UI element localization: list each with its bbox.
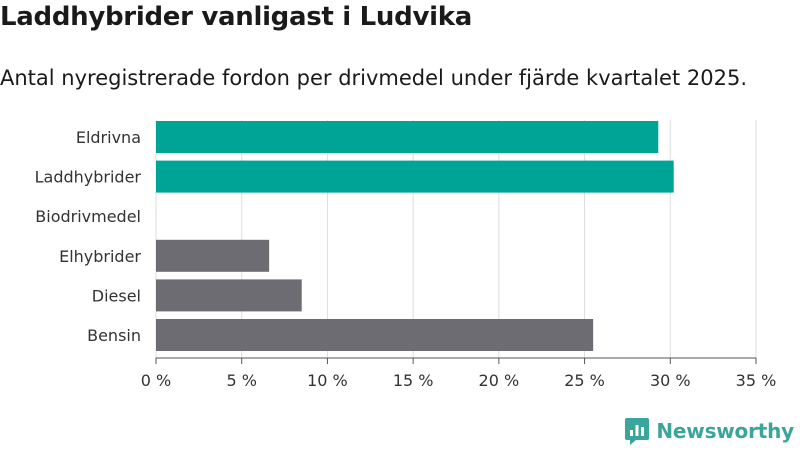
x-tick-label: 25 % (564, 371, 605, 390)
bar-eldrivna (156, 121, 659, 153)
grid-lines (155, 120, 757, 364)
x-tick-label: 20 % (479, 371, 520, 390)
category-label: Eldrivna (76, 128, 141, 147)
category-label: Diesel (92, 286, 141, 305)
category-label: Biodrivmedel (35, 207, 141, 226)
brand-logo: Newsworthy (624, 416, 794, 446)
x-tick-label: 15 % (393, 371, 434, 390)
x-tick-labels: 0 % 5 % 10 % 15 % 20 % 25 % 30 % 35 % (141, 371, 777, 390)
bar-laddhybrider (156, 160, 674, 193)
bar-elhybrider (156, 239, 270, 272)
x-tick-label: 30 % (650, 371, 691, 390)
chart-title: Laddhybrider vanligast i Ludvika (0, 2, 472, 32)
bars (156, 121, 674, 351)
newsworthy-logo-icon (625, 418, 650, 445)
chart-subtitle: Antal nyregistrerade fordon per drivmede… (0, 66, 748, 90)
x-tick-label: 10 % (307, 371, 348, 390)
category-label: Laddhybrider (35, 168, 142, 187)
category-labels: Eldrivna Laddhybrider Biodrivmedel Elhybrid… (35, 128, 142, 345)
x-tick-label: 35 % (736, 371, 777, 390)
bar-diesel (156, 279, 302, 312)
category-label: Bensin (87, 326, 141, 345)
x-tick-label: 5 % (226, 371, 256, 390)
category-label: Elhybrider (59, 247, 141, 266)
bar-bensin (156, 319, 594, 351)
brand-name: Newsworthy (656, 419, 794, 443)
x-tick-label: 0 % (141, 371, 171, 390)
